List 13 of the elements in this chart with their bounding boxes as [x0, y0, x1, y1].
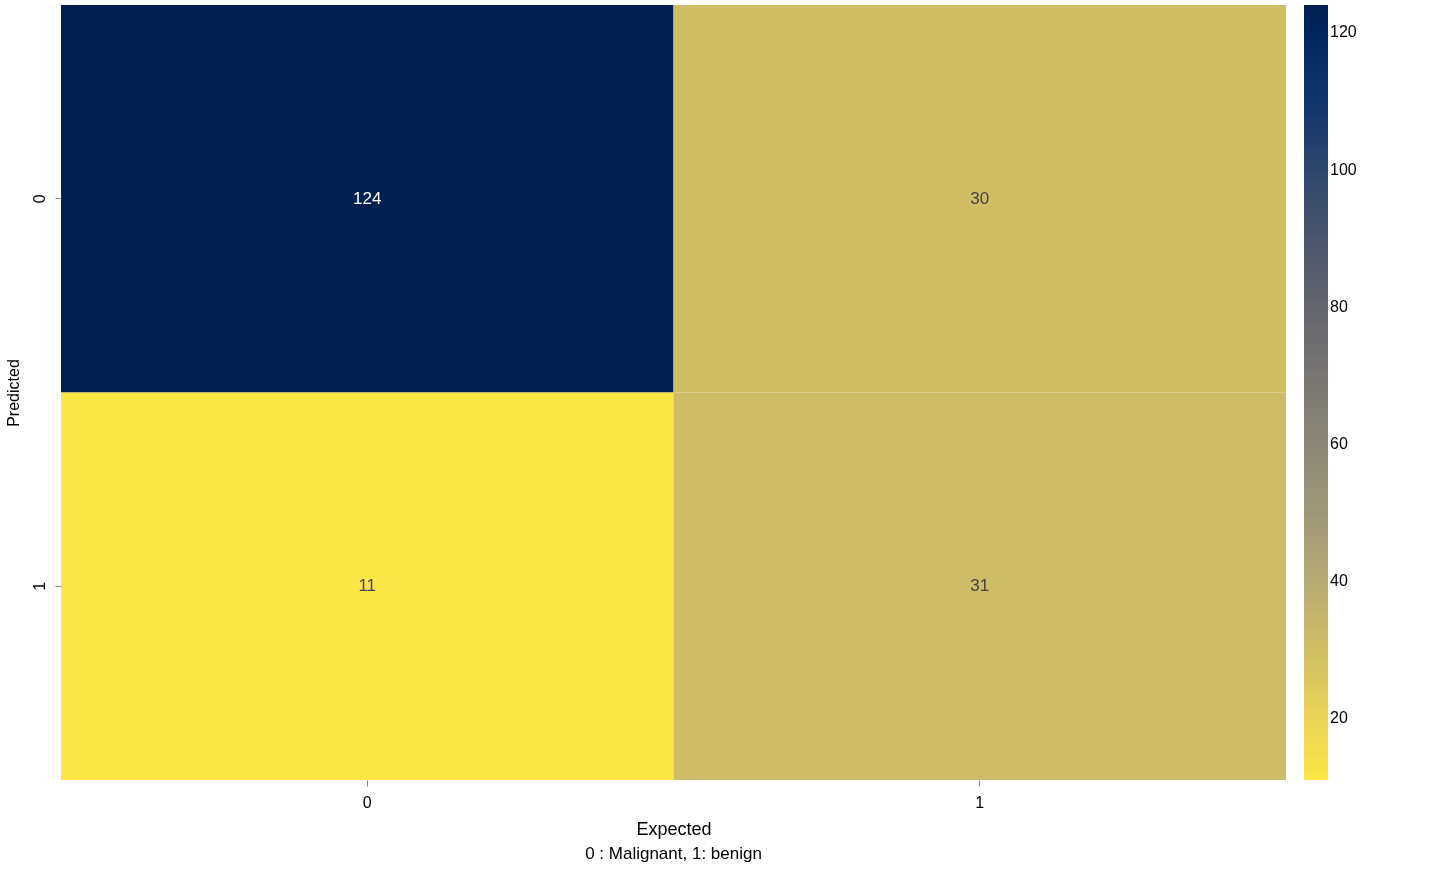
color-bar-label: 20: [1330, 709, 1348, 727]
color-bar-label: 100: [1330, 160, 1357, 178]
color-bar-label: 60: [1330, 434, 1348, 452]
x-axis-title: Expected: [636, 818, 712, 839]
color-bar-label: 120: [1330, 23, 1357, 41]
text: 0 : Malignant, 1: benign: [585, 844, 762, 863]
y-axis-title: Predicted: [4, 359, 22, 427]
color-bar-label: 80: [1330, 297, 1348, 315]
data-label: 30: [970, 188, 990, 208]
color-bar-label: 40: [1330, 572, 1348, 590]
data-label: 11: [358, 576, 377, 596]
data-label: 124: [353, 188, 382, 208]
data-label: 31: [970, 576, 990, 596]
